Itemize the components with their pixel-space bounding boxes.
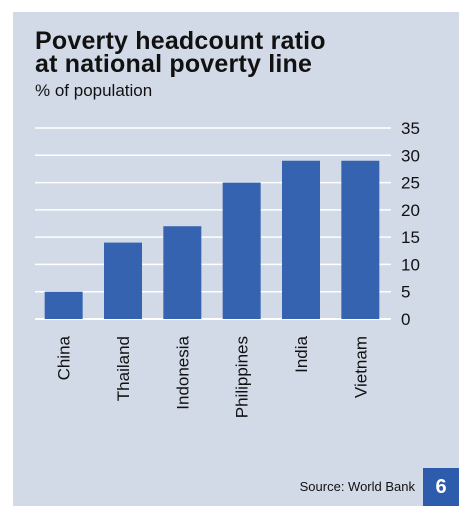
bar-indonesia — [163, 226, 202, 319]
y-tick-label: 15 — [401, 228, 420, 247]
y-tick-label: 10 — [401, 255, 420, 274]
bar-thailand — [104, 242, 142, 319]
chart-title: Poverty headcount ratio at national pove… — [35, 27, 326, 78]
bar-chart: 0 5 10 15 20 25 30 35 China Thailand Indonesia Phil… — [35, 119, 420, 418]
y-tick-label: 25 — [401, 174, 420, 193]
y-tick-label: 35 — [401, 119, 420, 138]
x-tick-label: China — [55, 335, 74, 380]
source-note: Source: World Bank — [299, 479, 415, 494]
x-tick-label: Vietnam — [351, 336, 370, 398]
chart-panel: Poverty headcount ratio at national pove… — [13, 12, 459, 506]
page-number-badge: 6 — [423, 468, 459, 506]
y-tick-label: 30 — [401, 146, 420, 165]
bar-vietnam — [341, 160, 380, 319]
y-tick-label: 0 — [401, 310, 410, 329]
y-tick-label: 5 — [401, 283, 410, 302]
x-tick-label: Thailand — [114, 336, 133, 401]
bar-india — [282, 160, 320, 319]
x-tick-label: Philippines — [233, 336, 252, 418]
bar-china — [44, 291, 83, 319]
bar-philippines — [222, 182, 261, 319]
x-tick-label: India — [292, 335, 311, 372]
chart-subtitle: % of population — [35, 81, 153, 100]
y-tick-label: 20 — [401, 201, 420, 220]
x-tick-label: Indonesia — [173, 335, 192, 409]
